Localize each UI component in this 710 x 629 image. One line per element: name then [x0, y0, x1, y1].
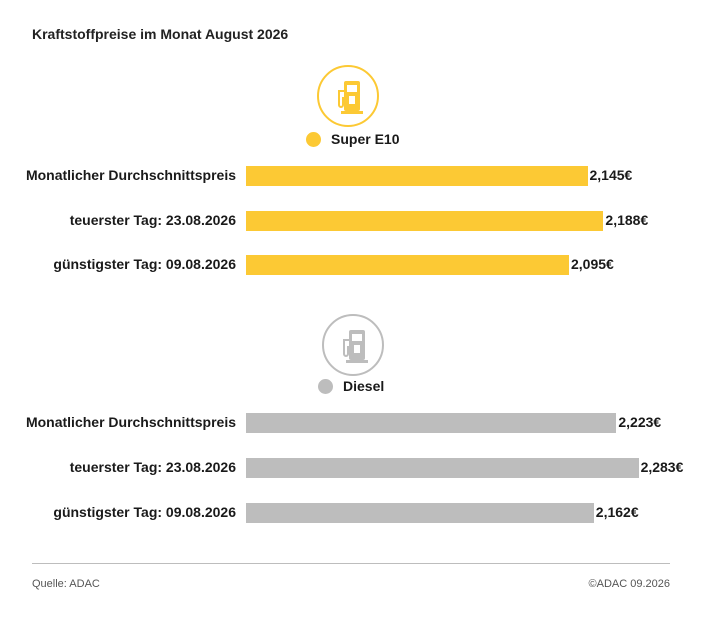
legend-swatch-diesel — [318, 378, 333, 394]
bar-value: 2,145€ — [589, 167, 633, 183]
bar-value: 2,162€ — [595, 504, 639, 520]
legend-swatch-e10 — [306, 131, 321, 147]
legend-diesel: Diesel — [318, 378, 384, 394]
bar-row-diesel-avg: Monatlicher Durchschnittspreis 2,223€ — [0, 413, 710, 433]
footer-divider — [32, 563, 670, 564]
bar-value: 2,223€ — [618, 414, 662, 430]
bar-label: günstigster Tag: 09.08.2026 — [53, 256, 236, 272]
legend-label-e10: Super E10 — [331, 131, 400, 147]
legend-label-diesel: Diesel — [343, 378, 385, 394]
bar-label: Monatlicher Durchschnittspreis — [25, 414, 236, 430]
bar-value: 2,095€ — [571, 256, 614, 272]
fuel-pump-icon — [317, 65, 379, 127]
bar-label: teuerster Tag: 23.08.2026 — [69, 459, 236, 475]
chart-title: Kraftstoffpreise im Monat August 2026 — [32, 26, 289, 42]
footer-source: Quelle: ADAC — [32, 578, 100, 590]
bar-label: teuerster Tag: 23.08.2026 — [69, 212, 236, 228]
bar-diesel-max — [246, 458, 639, 478]
footer-copyright: ©ADAC 09.2026 — [588, 578, 671, 590]
bar-diesel-min — [246, 503, 594, 523]
bar-e10-avg — [246, 166, 588, 186]
bar-e10-max — [246, 211, 604, 231]
legend-e10: Super E10 — [306, 131, 399, 147]
bar-row-diesel-max: teuerster Tag: 23.08.2026 2,283€ — [0, 458, 710, 478]
bar-row-diesel-min: günstigster Tag: 09.08.2026 2,162€ — [0, 503, 710, 523]
fuel-pump-icon — [322, 314, 384, 376]
bar-row-e10-avg: Monatlicher Durchschnittspreis 2,145€ — [0, 166, 710, 186]
bar-e10-min — [246, 255, 569, 275]
bar-diesel-avg — [246, 413, 617, 433]
bar-value: 2,283€ — [640, 459, 684, 475]
bar-row-e10-min: günstigster Tag: 09.08.2026 2,095€ — [0, 255, 710, 275]
bar-row-e10-max: teuerster Tag: 23.08.2026 2,188€ — [0, 211, 710, 231]
bar-label: Monatlicher Durchschnittspreis — [25, 167, 236, 183]
bar-label: günstigster Tag: 09.08.2026 — [53, 504, 236, 520]
bar-value: 2,188€ — [605, 212, 649, 228]
